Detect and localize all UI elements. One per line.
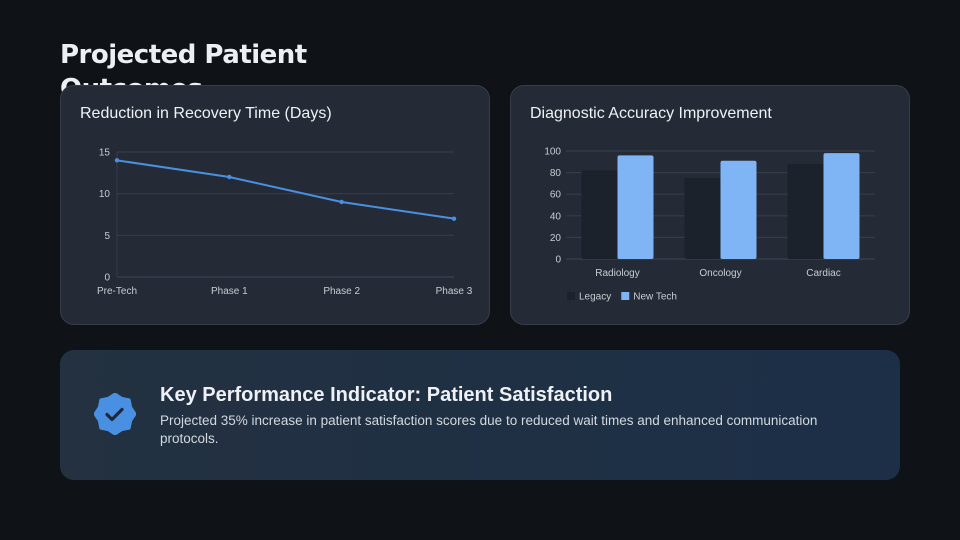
- data-point: [339, 199, 344, 205]
- kpi-description: Projected 35% increase in patient satisf…: [160, 413, 818, 446]
- diagnostic-accuracy-card: Diagnostic Accuracy Improvement 0 20 40 60 8…: [510, 85, 910, 325]
- y-tick-label: 15: [99, 148, 111, 159]
- x-tick-label: Phase 1: [211, 286, 248, 297]
- chart-title: Diagnostic Accuracy Improvement: [530, 105, 772, 122]
- y-tick-label: 0: [555, 255, 561, 266]
- recovery-time-card: Reduction in Recovery Time (Days) 0 5 10 15…: [60, 85, 490, 325]
- y-tick-label: 10: [99, 189, 111, 200]
- x-tick-label: Phase 3: [436, 286, 473, 297]
- bar-legacy: [684, 178, 721, 259]
- bar-new-tech: [720, 160, 757, 259]
- y-tick-label: 0: [104, 273, 110, 284]
- line-chart: 0 5 10 15 Pre-Tech Phase 1 Phase 2 Phase 3: [97, 148, 473, 298]
- legend-swatch: [621, 292, 630, 300]
- legend-swatch: [567, 292, 575, 300]
- x-tick-label: Phase 2: [323, 286, 360, 297]
- chart-title: Reduction in Recovery Time (Days): [80, 105, 332, 122]
- y-tick-label: 20: [550, 233, 562, 244]
- legend-label: Legacy: [579, 292, 611, 303]
- x-tick-label: Radiology: [595, 268, 639, 279]
- legend-label: New Tech: [633, 292, 677, 303]
- bar-new-tech: [617, 155, 654, 259]
- y-tick-label: 5: [104, 231, 110, 242]
- x-tick-label: Oncology: [699, 268, 741, 279]
- data-point: [114, 158, 120, 163]
- y-tick-label: 40: [550, 211, 562, 222]
- bar-legacy: [787, 163, 824, 259]
- y-tick-label: 60: [550, 190, 562, 201]
- data-point: [451, 216, 457, 221]
- bar-new-tech: [823, 153, 860, 259]
- bar-chart: 0 20 40 60 80 100 Radiology Oncology Cardiac Lega…: [544, 147, 875, 303]
- data-point: [227, 174, 232, 180]
- y-tick-label: 100: [544, 147, 561, 158]
- x-tick-label: Cardiac: [806, 268, 840, 279]
- kpi-banner: Key Performance Indicator: Patient Satis…: [60, 350, 900, 480]
- x-tick-label: Pre-Tech: [97, 286, 137, 297]
- y-tick-label: 80: [550, 168, 562, 179]
- verified-badge-icon: [94, 393, 136, 435]
- kpi-title: Key Performance Indicator: Patient Satis…: [160, 384, 613, 406]
- bar-legacy: [581, 170, 618, 259]
- series-line: [116, 159, 455, 220]
